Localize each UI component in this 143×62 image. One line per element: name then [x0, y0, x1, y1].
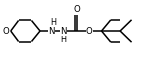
Text: N: N: [60, 26, 67, 36]
Text: O: O: [3, 26, 10, 36]
Text: H: H: [61, 35, 67, 44]
Text: O: O: [86, 26, 93, 36]
Text: O: O: [74, 5, 81, 14]
Text: H: H: [50, 18, 56, 27]
Text: N: N: [48, 26, 55, 36]
